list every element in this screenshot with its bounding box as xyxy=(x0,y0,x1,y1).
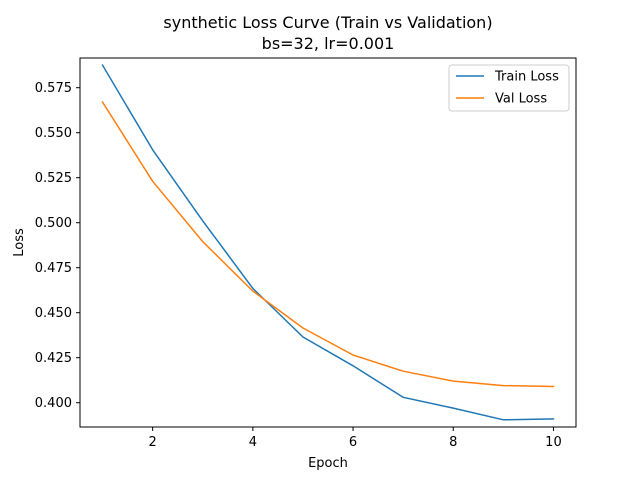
x-tick-label: 4 xyxy=(249,435,257,450)
y-tick-label: 0.550 xyxy=(35,126,72,141)
x-tick-label: 2 xyxy=(149,435,157,450)
series-line-val-loss xyxy=(101,101,555,388)
series-line-train-loss xyxy=(101,64,555,421)
chart-title: synthetic Loss Curve (Train vs Validatio… xyxy=(163,13,492,32)
legend: Train Loss Val Loss xyxy=(448,64,570,112)
legend-label-train-loss: Train Loss xyxy=(494,70,559,85)
plot-area-frame xyxy=(79,57,577,428)
y-tick-label: 0.400 xyxy=(35,396,72,411)
x-tick-label: 8 xyxy=(449,435,457,450)
y-tick-label: 0.500 xyxy=(35,216,72,231)
x-tick-label: 6 xyxy=(349,435,357,450)
legend-label-val-loss: Val Loss xyxy=(495,92,547,107)
chart-subtitle: bs=32, lr=0.001 xyxy=(262,34,395,53)
y-tick-label: 0.425 xyxy=(35,351,72,366)
y-tick-label: 0.450 xyxy=(35,306,72,321)
y-tick-label: 0.525 xyxy=(35,171,72,186)
y-axis-label: Loss xyxy=(12,228,27,257)
axis-ticks: 2 4 6 8 10 0.400 0.425 0.450 0.475 0.500 0.525 0.55… xyxy=(35,81,562,450)
plot-series xyxy=(101,64,555,421)
x-tick-label: 10 xyxy=(545,435,562,450)
x-axis-label: Epoch xyxy=(308,456,348,471)
y-tick-label: 0.475 xyxy=(35,261,72,276)
y-tick-label: 0.575 xyxy=(35,81,72,96)
